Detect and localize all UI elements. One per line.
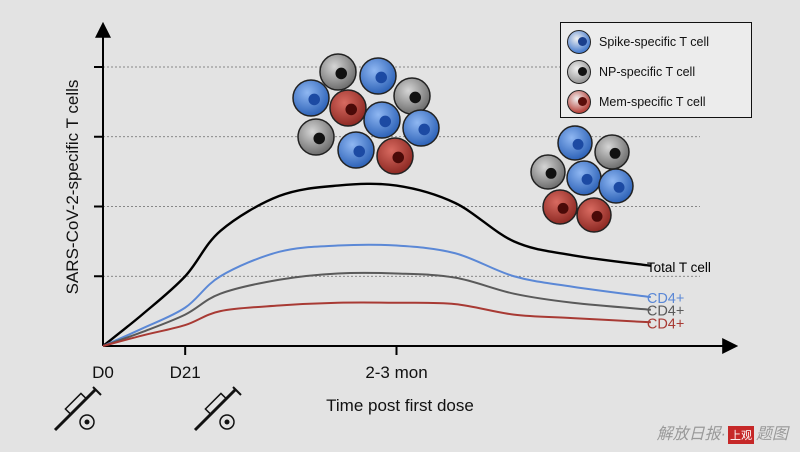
series-lines bbox=[102, 182, 652, 347]
cell-icon bbox=[359, 57, 397, 95]
legend-label: NP-specific T cell bbox=[599, 65, 696, 79]
series-line bbox=[102, 182, 652, 347]
legend: Spike-specific T cell NP-specific T cell M… bbox=[560, 22, 752, 118]
watermark-suffix: 题图 bbox=[755, 426, 788, 443]
series-line bbox=[102, 301, 651, 347]
x-tick-label: D21 bbox=[170, 363, 201, 382]
legend-item: Spike-specific T cell bbox=[561, 27, 709, 57]
cell-icon bbox=[598, 168, 634, 204]
syringe-virus-icon bbox=[193, 386, 242, 432]
legend-label: Mem-specific T cell bbox=[599, 95, 706, 109]
legend-cell-icon bbox=[567, 90, 591, 114]
cell-icon bbox=[393, 77, 431, 115]
cell-icon bbox=[363, 101, 401, 139]
y-axis-label: SARS-CoV-2-specific T cells bbox=[63, 80, 82, 295]
watermark: 解放日报· 上观 题图 bbox=[657, 420, 788, 444]
legend-label: Spike-specific T cell bbox=[599, 35, 709, 49]
series-label: CD4+ bbox=[647, 304, 684, 320]
watermark-seal: 上观 bbox=[727, 426, 754, 444]
x-tick-label: D0 bbox=[92, 363, 114, 382]
legend-cell-icon bbox=[567, 60, 591, 84]
cell-icon bbox=[542, 189, 578, 225]
legend-item: Mem-specific T cell bbox=[561, 87, 706, 117]
cell-icon bbox=[292, 79, 330, 117]
series-label: CD4+ bbox=[647, 291, 684, 307]
x-axis-ticks: D0 D21 2-3 mon bbox=[92, 346, 428, 382]
cell-icon bbox=[337, 131, 375, 169]
y-axis-ticks bbox=[94, 66, 103, 278]
cell-icon bbox=[557, 125, 593, 161]
series-line bbox=[102, 243, 651, 347]
cell-icon bbox=[566, 160, 602, 196]
cell-icon bbox=[402, 109, 440, 147]
x-axis-label: Time post first dose bbox=[326, 396, 474, 415]
cell-icon bbox=[594, 134, 630, 170]
legend-item: NP-specific T cell bbox=[561, 57, 695, 87]
t-cell-cluster-peak bbox=[292, 53, 440, 175]
series-line bbox=[102, 271, 651, 347]
cell-icon bbox=[576, 197, 612, 233]
cell-icon bbox=[530, 154, 566, 190]
cell-icon bbox=[319, 53, 357, 91]
legend-cell-icon bbox=[567, 30, 591, 54]
cell-icon bbox=[329, 89, 367, 127]
x-tick-label: 2-3 mon bbox=[365, 363, 427, 382]
series-label: CD4+ bbox=[647, 316, 684, 332]
t-cell-cluster-late bbox=[530, 125, 634, 233]
syringe-virus-icon bbox=[53, 386, 102, 432]
watermark-text: 解放日报· bbox=[656, 426, 726, 443]
series-label: Total T cell bbox=[647, 260, 711, 275]
cell-icon bbox=[297, 118, 335, 156]
cell-icon bbox=[376, 137, 414, 175]
